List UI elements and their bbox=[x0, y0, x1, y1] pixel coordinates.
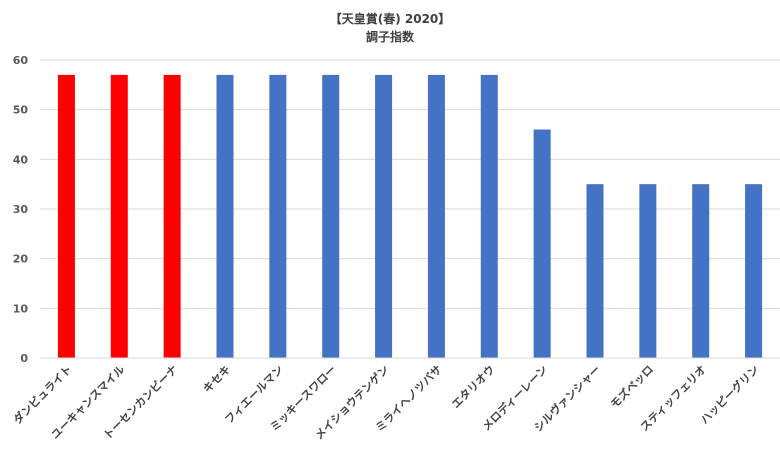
chart-title: 【天皇賞(春) 2020】 bbox=[329, 12, 451, 26]
bars bbox=[57, 74, 763, 359]
y-tick-label: 20 bbox=[13, 253, 29, 266]
x-category-label: キセキ bbox=[201, 363, 234, 396]
bar bbox=[427, 74, 445, 359]
gridlines bbox=[40, 59, 780, 309]
bar bbox=[110, 74, 128, 359]
y-tick-label: 60 bbox=[13, 54, 29, 67]
y-axis-ticks: 0 10 20 30 40 50 60 bbox=[13, 54, 29, 365]
bar bbox=[375, 74, 393, 359]
chart-title-block: 【天皇賞(春) 2020】 調子指数 bbox=[0, 10, 780, 46]
y-tick-label: 0 bbox=[20, 352, 28, 365]
y-tick-label: 40 bbox=[13, 153, 29, 166]
chart-subtitle: 調子指数 bbox=[365, 30, 414, 44]
bar bbox=[480, 74, 498, 359]
bar bbox=[639, 184, 657, 358]
bar bbox=[57, 74, 75, 359]
y-tick-label: 30 bbox=[13, 203, 29, 216]
bar bbox=[533, 129, 551, 358]
y-tick-label: 50 bbox=[13, 104, 29, 117]
bar bbox=[216, 74, 234, 359]
bar bbox=[692, 184, 710, 358]
bar bbox=[586, 184, 604, 358]
bar bbox=[322, 74, 340, 359]
bar bbox=[269, 74, 287, 359]
bar bbox=[745, 184, 763, 358]
bar bbox=[163, 74, 181, 359]
y-tick-label: 10 bbox=[13, 302, 29, 315]
x-category-label: エタリオウ bbox=[449, 363, 497, 411]
x-category-label: モズベッロ bbox=[607, 362, 656, 411]
